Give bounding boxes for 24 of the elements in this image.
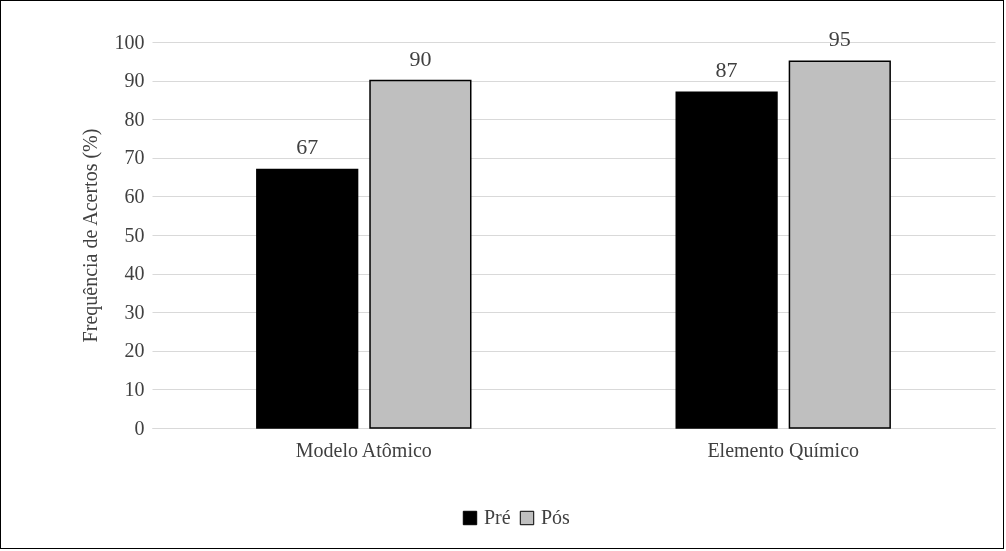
y-axis-title: Frequência de Acertos (%) — [78, 128, 102, 343]
legend-label: Pós — [541, 506, 571, 528]
y-tick-label: 100 — [114, 30, 145, 53]
data-label: 67 — [296, 134, 319, 160]
bar — [675, 91, 778, 429]
bar — [788, 60, 891, 429]
y-tick-label: 90 — [124, 69, 145, 92]
data-label: 87 — [715, 57, 738, 83]
x-tick-label: Modelo Atômico — [295, 438, 432, 461]
y-tick-label: 70 — [124, 146, 145, 169]
y-tick-label: 0 — [134, 416, 145, 439]
y-tick-label: 20 — [124, 339, 145, 362]
y-tick-label: 10 — [124, 377, 145, 400]
y-tick-label: 40 — [124, 262, 145, 285]
y-tick-label: 50 — [124, 223, 145, 246]
bar — [256, 168, 359, 429]
x-tick-label: Elemento Químico — [707, 438, 860, 461]
legend-label: Pré — [484, 506, 511, 528]
bar — [369, 79, 472, 429]
y-tick-label: 30 — [124, 300, 145, 323]
data-label: 90 — [409, 45, 432, 71]
data-label: 95 — [828, 26, 851, 52]
y-tick-label: 60 — [124, 184, 145, 207]
y-tick-label: 80 — [124, 107, 145, 130]
